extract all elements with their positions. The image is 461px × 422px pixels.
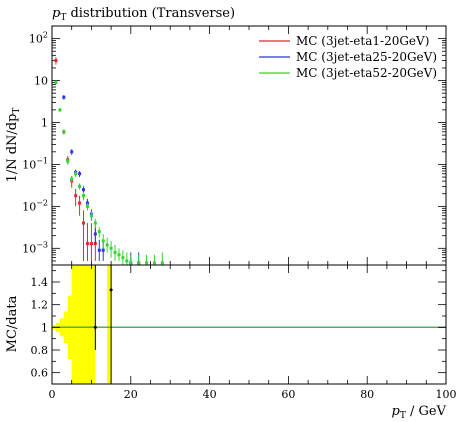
series-layer — [54, 57, 164, 265]
title-rest: distribution (Transverse) — [66, 6, 235, 21]
ratio-y-tick-label: 0.8 — [31, 344, 49, 357]
data-point — [97, 230, 101, 234]
ratio-panel: 1.4 1.2 1 0.8 0.6 — [31, 264, 447, 385]
data-point — [97, 248, 101, 252]
data-point — [70, 177, 74, 181]
y-tick-label: 10−1 — [22, 156, 48, 171]
x-tick-label: 60 — [281, 388, 295, 401]
legend-label: MC (3jet-eta25-20GeV) — [296, 50, 437, 64]
data-point — [78, 172, 82, 176]
y-tick-label-mantissa: 10 — [34, 75, 48, 88]
ratio-data-point — [109, 288, 113, 292]
ratio-y-tick-label: 1.2 — [31, 299, 49, 312]
data-point — [89, 214, 93, 218]
ratio-y-tick-label: 1.4 — [31, 276, 49, 289]
y-tick-label-exponent: −2 — [36, 198, 48, 207]
ratio-data-point — [93, 325, 97, 329]
y-axis-label: 1/N dN/dpT — [5, 108, 22, 183]
data-point — [74, 194, 78, 198]
y-tick-label: 10−3 — [22, 240, 48, 255]
y-tick-label-mantissa: 10 — [22, 158, 36, 171]
data-point — [66, 159, 70, 163]
ratio-uncertainty-band — [87, 265, 92, 384]
ratio-uncertainty-band — [75, 265, 80, 384]
x-axis-label-symbol: p — [392, 404, 401, 419]
ratio-uncertainty-band — [71, 265, 76, 384]
ratio-uncertainty-band — [79, 265, 84, 384]
y-tick-label: 102 — [29, 31, 48, 46]
data-point — [62, 95, 66, 99]
y-tick-label: 1 — [41, 116, 48, 129]
ratio-points-layer — [93, 265, 113, 384]
data-point — [160, 261, 164, 265]
ratio-y-axis-label: MC/data — [5, 295, 20, 352]
ratio-plot-frame — [51, 264, 447, 385]
data-point — [82, 221, 86, 225]
data-point — [82, 188, 86, 192]
data-point — [74, 172, 78, 176]
data-point — [152, 261, 156, 265]
x-axis-label-sub: T — [400, 411, 406, 421]
y-tick-label-mantissa: 10 — [29, 33, 43, 46]
x-tick-labels: 0 20 40 60 80 100 — [49, 388, 457, 401]
data-point — [101, 239, 105, 243]
data-point — [117, 253, 121, 257]
x-tick-label: 100 — [436, 388, 457, 401]
y-tick-label-exponent: 2 — [43, 31, 48, 40]
data-point — [85, 242, 89, 246]
data-point — [93, 232, 97, 236]
ratio-uncertainty-band — [83, 265, 88, 384]
data-point — [62, 130, 66, 134]
data-point — [70, 150, 74, 154]
data-point — [78, 201, 82, 205]
ratio-y-tick-label: 0.6 — [31, 367, 49, 380]
y-tick-label-exponent: −1 — [36, 156, 48, 165]
ratio-ticks-layer: 1.4 1.2 1 0.8 0.6 — [31, 265, 447, 385]
title-sub: T — [60, 13, 66, 23]
y-axis-label-sub: T — [12, 108, 22, 114]
y-tick-label: 10−2 — [22, 198, 48, 213]
data-point — [78, 184, 82, 188]
data-point — [129, 261, 133, 265]
data-point — [121, 256, 125, 260]
ratio-y-tick-label: 1 — [41, 321, 48, 334]
x-tick-label: 40 — [203, 388, 217, 401]
legend-label: MC (3jet-eta1-20GeV) — [296, 34, 429, 48]
data-point — [93, 221, 97, 225]
x-tick-label: 80 — [360, 388, 374, 401]
legend: MC (3jet-eta1-20GeV) MC (3jet-eta25-20GeV… — [259, 34, 437, 80]
data-point — [58, 108, 62, 112]
x-tick-label: 20 — [124, 388, 138, 401]
y-tick-label-mantissa: 10 — [22, 200, 36, 213]
data-point — [89, 242, 93, 246]
data-point — [54, 59, 58, 63]
data-point — [145, 261, 149, 265]
data-point — [113, 250, 117, 254]
data-point — [101, 248, 105, 252]
y-tick-label: 10 — [34, 75, 48, 88]
y-axis-label-lead: 1/N dN/dp — [5, 114, 20, 183]
data-point — [85, 204, 89, 208]
data-point — [125, 259, 129, 263]
ratio-uncertainty-band — [91, 265, 96, 384]
data-point — [109, 246, 113, 250]
ratio-band-layer — [52, 265, 112, 384]
chart-title: pT distribution (Transverse) — [52, 6, 235, 23]
y-tick-label-exponent: −3 — [36, 240, 48, 249]
legend-label: MC (3jet-eta52-20GeV) — [296, 66, 437, 80]
data-point — [105, 243, 109, 247]
y-tick-label-mantissa: 1 — [41, 116, 48, 129]
x-axis-label-rest: / GeV — [406, 404, 447, 419]
title-symbol: p — [52, 6, 61, 21]
y-tick-label-mantissa: 10 — [22, 242, 36, 255]
ratio-uncertainty-band — [107, 265, 112, 384]
data-point — [137, 261, 141, 265]
data-point — [82, 194, 86, 198]
data-point — [54, 80, 58, 84]
x-axis-label: pT / GeV — [392, 404, 447, 421]
x-tick-label: 0 — [49, 388, 56, 401]
